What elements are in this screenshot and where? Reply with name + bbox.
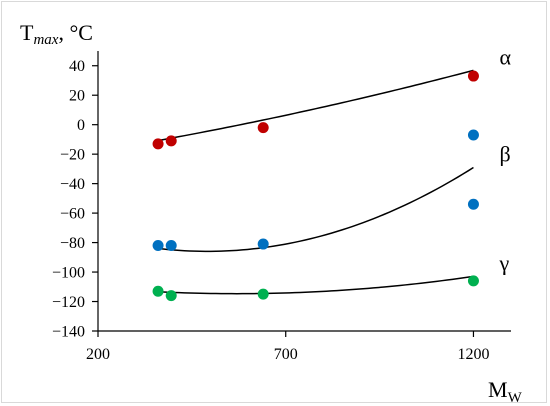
y-axis-title: Tmax, °C bbox=[20, 20, 93, 48]
data-point bbox=[467, 198, 479, 210]
y-tick-label: −120 bbox=[52, 294, 85, 311]
y-tick-label: −100 bbox=[52, 265, 85, 282]
y-tick-label: −140 bbox=[52, 324, 85, 341]
x-ticks: 200 700 1200 bbox=[86, 331, 489, 363]
data-point bbox=[165, 290, 177, 302]
y-ticks: 40 20 0 −20 −40 −60 −80 −100 −120 −140 bbox=[52, 58, 98, 341]
fit-curve-2 bbox=[158, 275, 474, 295]
fit-curve-0 bbox=[157, 69, 474, 142]
fit-curve-1 bbox=[157, 166, 474, 253]
data-points bbox=[152, 70, 479, 302]
series-labels: α β γ bbox=[498, 44, 511, 275]
x-tick-label: 200 bbox=[86, 346, 110, 363]
data-point bbox=[165, 135, 177, 147]
fit-curves bbox=[157, 69, 474, 295]
y-tick-label: −40 bbox=[60, 176, 85, 193]
x-tick-label: 700 bbox=[274, 346, 298, 363]
data-point bbox=[467, 70, 479, 82]
data-point bbox=[467, 129, 479, 141]
x-tick-label: 1200 bbox=[457, 346, 489, 363]
x-axis-title: MW bbox=[488, 377, 523, 406]
data-point bbox=[165, 240, 177, 252]
y-tick-label: 20 bbox=[69, 88, 85, 105]
data-point bbox=[467, 275, 479, 287]
y-tick-label: 0 bbox=[77, 117, 85, 134]
y-tick-label: −80 bbox=[60, 235, 85, 252]
data-point bbox=[257, 288, 269, 300]
data-point bbox=[257, 122, 269, 134]
series-label: β bbox=[499, 142, 510, 167]
data-point bbox=[257, 238, 269, 250]
series-label: α bbox=[499, 44, 511, 69]
series-label: γ bbox=[498, 250, 509, 275]
data-point bbox=[152, 240, 164, 252]
y-tick-label: −20 bbox=[60, 147, 85, 164]
data-point bbox=[152, 138, 164, 150]
y-tick-label: −60 bbox=[60, 206, 85, 223]
y-tick-label: 40 bbox=[69, 58, 85, 75]
data-point bbox=[152, 285, 164, 297]
